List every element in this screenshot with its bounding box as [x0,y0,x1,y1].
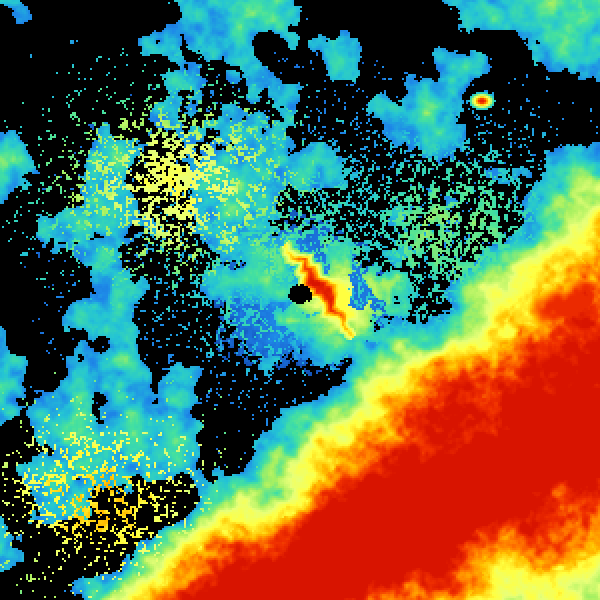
radar-reflectivity-canvas [0,0,600,600]
radar-visualization-root [0,0,600,600]
